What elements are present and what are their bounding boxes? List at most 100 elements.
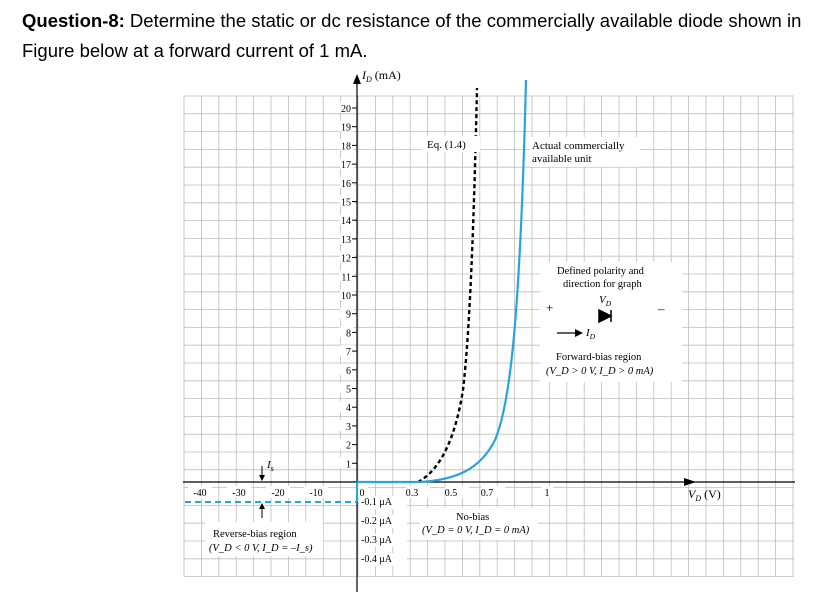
vd-label: VD: [599, 294, 612, 308]
negative-current-labels: -0.1 μA -0.2 μA -0.3 μA -0.4 μA: [359, 496, 407, 566]
y-tick-label: 17: [341, 160, 351, 171]
x-tick-label: 0: [360, 488, 365, 499]
y-tick-label: 9: [346, 310, 351, 321]
y-tick-bg: [340, 419, 354, 431]
x-tick-bg: [406, 486, 430, 498]
y-tick-bg: [340, 326, 354, 338]
question-body: Determine the static or dc resistance of…: [22, 10, 802, 61]
is-label: Is: [266, 459, 274, 473]
reverse-bias-box: [205, 522, 323, 556]
x-tick-label: -20: [271, 488, 284, 499]
question-label: Question-8:: [22, 10, 125, 31]
y-tick-label: 7: [346, 347, 351, 358]
id-arrowhead-icon: [575, 329, 583, 337]
y-tick-bg: [340, 401, 354, 413]
id-label: ID: [585, 327, 596, 341]
is-arrowhead-down: [259, 475, 265, 481]
x-tick-label: 0.5: [445, 488, 458, 499]
reverse-bias-line-1: Reverse-bias region: [213, 529, 297, 540]
forward-bias-line-2: (V_D > 0 V, I_D > 0 mA): [546, 366, 654, 377]
y-tick-label: 1: [346, 459, 351, 470]
y-tick-bg: [340, 345, 354, 357]
no-bias-box: [420, 508, 538, 540]
y-tick-label: 13: [341, 235, 351, 246]
y-axis-label: ID (mA): [361, 68, 401, 84]
neg-current-bg: [359, 496, 407, 509]
x-tick-bg: [304, 486, 328, 498]
y-tick-bg: [340, 251, 354, 263]
y-tick-label: 4: [346, 403, 351, 414]
eq-label-bg: [422, 136, 480, 152]
x-tick-label: -30: [232, 488, 245, 499]
neg-current-bg: [359, 553, 407, 566]
y-tick-label: 2: [346, 441, 351, 452]
neg-current-label: -0.3 μA: [361, 535, 393, 546]
y-tick-label: 16: [341, 179, 351, 190]
x-tick-bg: [227, 486, 251, 498]
y-tick-bg: [340, 232, 354, 244]
ideal-diode-curve: [417, 87, 479, 484]
actual-label-line-1: Actual commercially: [532, 140, 625, 152]
y-tick-label: 11: [341, 272, 351, 283]
x-tick-bg: [445, 486, 469, 498]
x-tick-bg: [356, 486, 368, 498]
x-tick-label: -10: [309, 488, 322, 499]
no-bias-line-1: No-bias: [456, 512, 489, 523]
y-tick-bg: [340, 363, 354, 375]
y-tick-label: 15: [341, 198, 351, 209]
is-arrowhead-up: [259, 503, 265, 509]
minus-sign: –: [657, 301, 665, 316]
x-tick-label: 0.3: [406, 488, 419, 499]
y-tick-bg: [340, 195, 354, 207]
y-tick-bg: [340, 214, 354, 226]
x-axis-arrowhead: [684, 478, 696, 486]
actual-label-bg: [530, 137, 640, 167]
neg-current-bg: [359, 515, 407, 528]
actual-diode-curve: [357, 79, 528, 484]
y-tick-label: 12: [341, 254, 351, 265]
y-tick-bg: [340, 158, 354, 170]
polarity-line-2: direction for graph: [563, 279, 642, 290]
y-tick-label: 14: [341, 216, 351, 227]
eq-label: Eq. (1.4): [427, 139, 466, 151]
forward-bias-line-1: Forward-bias region: [556, 352, 642, 363]
y-tick-label: 3: [346, 422, 351, 433]
y-tick-bg: [340, 120, 354, 132]
neg-current-bg: [359, 534, 407, 547]
y-tick-label: 19: [341, 123, 351, 134]
question-text: Question-8: Determine the static or dc r…: [22, 6, 807, 66]
y-tick-label: 6: [346, 366, 351, 377]
diode-symbol-icon: [598, 308, 613, 324]
y-tick-label: 20: [341, 104, 351, 115]
y-tick-bg: [340, 139, 354, 151]
x-tick-label: -40: [193, 488, 206, 499]
y-tick-label: 8: [346, 328, 351, 339]
y-tick-bg: [340, 457, 354, 469]
y-tick-bg: [340, 289, 354, 300]
neg-current-label: -0.2 μA: [361, 516, 393, 527]
x-tick-bg: [481, 486, 505, 498]
y-tick-label: 10: [341, 291, 351, 302]
x-axis-label: VD (V): [688, 487, 721, 503]
no-bias-line-2: (V_D = 0 V, I_D = 0 mA): [422, 525, 530, 536]
y-tick-bg: [340, 176, 354, 188]
y-tick-bg: [340, 102, 354, 113]
neg-current-label: -0.1 μA: [361, 497, 393, 508]
x-tick-bg: [541, 486, 553, 498]
neg-current-label: -0.4 μA: [361, 554, 393, 565]
plus-sign: +: [546, 300, 553, 315]
x-tick-label: 0.7: [481, 488, 494, 499]
x-tick-label: 1: [545, 488, 550, 499]
graph-grid: [183, 95, 794, 577]
y-tick-bg: [340, 270, 354, 282]
x-tick-labels: 0 0.3 0.5 0.7 1 -40 -30 -20 -10: [188, 486, 553, 499]
y-tick-bg: [340, 382, 354, 394]
y-axis-arrowhead: [353, 74, 361, 84]
reverse-bias-line-2: (V_D < 0 V, I_D = –I_s): [209, 543, 313, 554]
x-tick-bg: [266, 486, 290, 498]
y-tick-bg: [340, 438, 354, 450]
y-tick-label: 5: [346, 385, 351, 396]
polarity-line-1: Defined polarity and: [557, 266, 645, 277]
